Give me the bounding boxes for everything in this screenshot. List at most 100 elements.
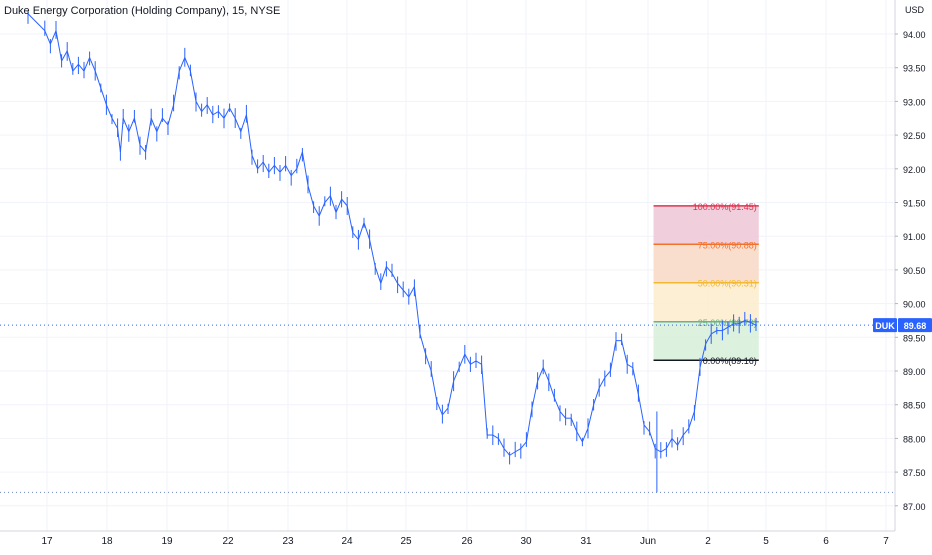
price-segment <box>402 289 410 298</box>
y-tick-label: 93.00 <box>903 97 926 107</box>
price-segment <box>738 320 746 325</box>
price-segment <box>94 70 102 89</box>
y-tick-label: 90.00 <box>903 300 926 310</box>
fib-level-label: 0.00%(89.16) <box>703 356 757 366</box>
price-segment <box>290 168 298 176</box>
price-segment <box>119 118 124 152</box>
x-tick-label: 30 <box>520 536 532 547</box>
price-segment <box>727 323 734 328</box>
price-segment <box>251 155 259 169</box>
price-segment <box>27 13 46 31</box>
x-tick-label: 25 <box>400 536 412 547</box>
y-tick-label: 92.00 <box>903 165 926 175</box>
y-tick-label: 91.00 <box>903 232 926 242</box>
price-segment <box>503 448 510 456</box>
y-tick-label: 91.50 <box>903 199 926 209</box>
price-segment <box>520 441 527 449</box>
ticker-tag-label: DUK <box>875 321 895 331</box>
price-segment <box>122 118 130 132</box>
price-axis-bg <box>895 0 932 550</box>
price-segment <box>380 266 387 284</box>
ticker-tag <box>873 318 897 333</box>
price-segment <box>587 404 595 429</box>
price-segment <box>649 431 656 449</box>
price-segment <box>621 340 628 365</box>
price-segment <box>201 104 208 112</box>
y-tick-label: 92.50 <box>903 131 926 141</box>
price-segment <box>413 286 421 334</box>
price-segment <box>475 360 482 365</box>
price-segment <box>525 407 533 442</box>
price-segment <box>492 434 499 439</box>
price-segment <box>66 50 74 72</box>
x-tick-label: 24 <box>341 536 353 547</box>
price-segment <box>61 50 68 62</box>
price-segment <box>335 198 343 213</box>
price-segment <box>637 394 645 426</box>
last-price-tag-label: 89.68 <box>904 321 927 331</box>
price-segment <box>268 165 275 173</box>
fib-zone <box>653 205 759 245</box>
price-segment <box>72 64 79 72</box>
y-tick-label: 88.00 <box>903 434 926 444</box>
fib-zone <box>653 282 759 322</box>
price-segment <box>374 266 382 284</box>
price-segment <box>665 438 673 449</box>
price-segment <box>301 151 309 186</box>
price-segment <box>318 202 326 217</box>
price-segment <box>162 117 169 126</box>
price-segment <box>693 367 701 412</box>
y-tick-label: 89.50 <box>903 333 926 343</box>
price-segment <box>218 111 225 119</box>
price-segment <box>553 397 561 412</box>
x-tick-label: 18 <box>101 536 113 547</box>
price-segment <box>100 87 107 105</box>
price-segment <box>386 266 393 274</box>
price-segment <box>643 424 650 432</box>
x-tick-label: 17 <box>41 536 53 547</box>
fib-level-label: 25.00%(89.73) <box>698 318 757 328</box>
price-segment <box>111 118 119 129</box>
price-segment <box>442 407 449 416</box>
price-segment <box>78 64 85 72</box>
price-segment <box>206 104 214 116</box>
price-segment <box>626 363 634 369</box>
price-segment <box>688 411 695 429</box>
price-segment <box>240 114 247 132</box>
price-segment <box>229 107 236 119</box>
price-segment <box>699 343 707 368</box>
price-segment <box>581 428 589 442</box>
y-tick-label: 93.50 <box>903 64 926 74</box>
price-segment <box>722 326 729 331</box>
fib-level-label: 100.00%(91.45) <box>693 202 757 212</box>
x-tick-label: 22 <box>222 536 234 547</box>
price-segment <box>654 448 662 453</box>
price-segment <box>408 286 415 298</box>
price-segment <box>671 438 678 446</box>
y-tick-label: 90.50 <box>903 266 926 276</box>
price-segment <box>105 104 113 119</box>
price-segment <box>537 367 544 382</box>
price-segment <box>167 104 175 126</box>
price-segment <box>324 195 331 203</box>
price-segment <box>531 381 539 409</box>
price-segment <box>178 57 186 72</box>
price-segment <box>677 434 684 446</box>
fib-zone <box>653 244 759 283</box>
price-segment <box>83 57 91 72</box>
price-segment <box>150 118 158 132</box>
fib-level-label: 75.00%(90.88) <box>698 240 757 250</box>
price-segment <box>604 370 611 379</box>
price-segment <box>49 30 57 45</box>
price-segment <box>139 144 146 153</box>
x-tick-label: 2 <box>705 536 711 547</box>
price-segment <box>593 387 600 405</box>
price-segment <box>44 30 51 45</box>
price-segment <box>598 377 606 389</box>
price-segment <box>352 232 359 240</box>
price-segment <box>570 417 578 432</box>
price-segment <box>212 111 219 116</box>
price-segment <box>419 333 427 355</box>
